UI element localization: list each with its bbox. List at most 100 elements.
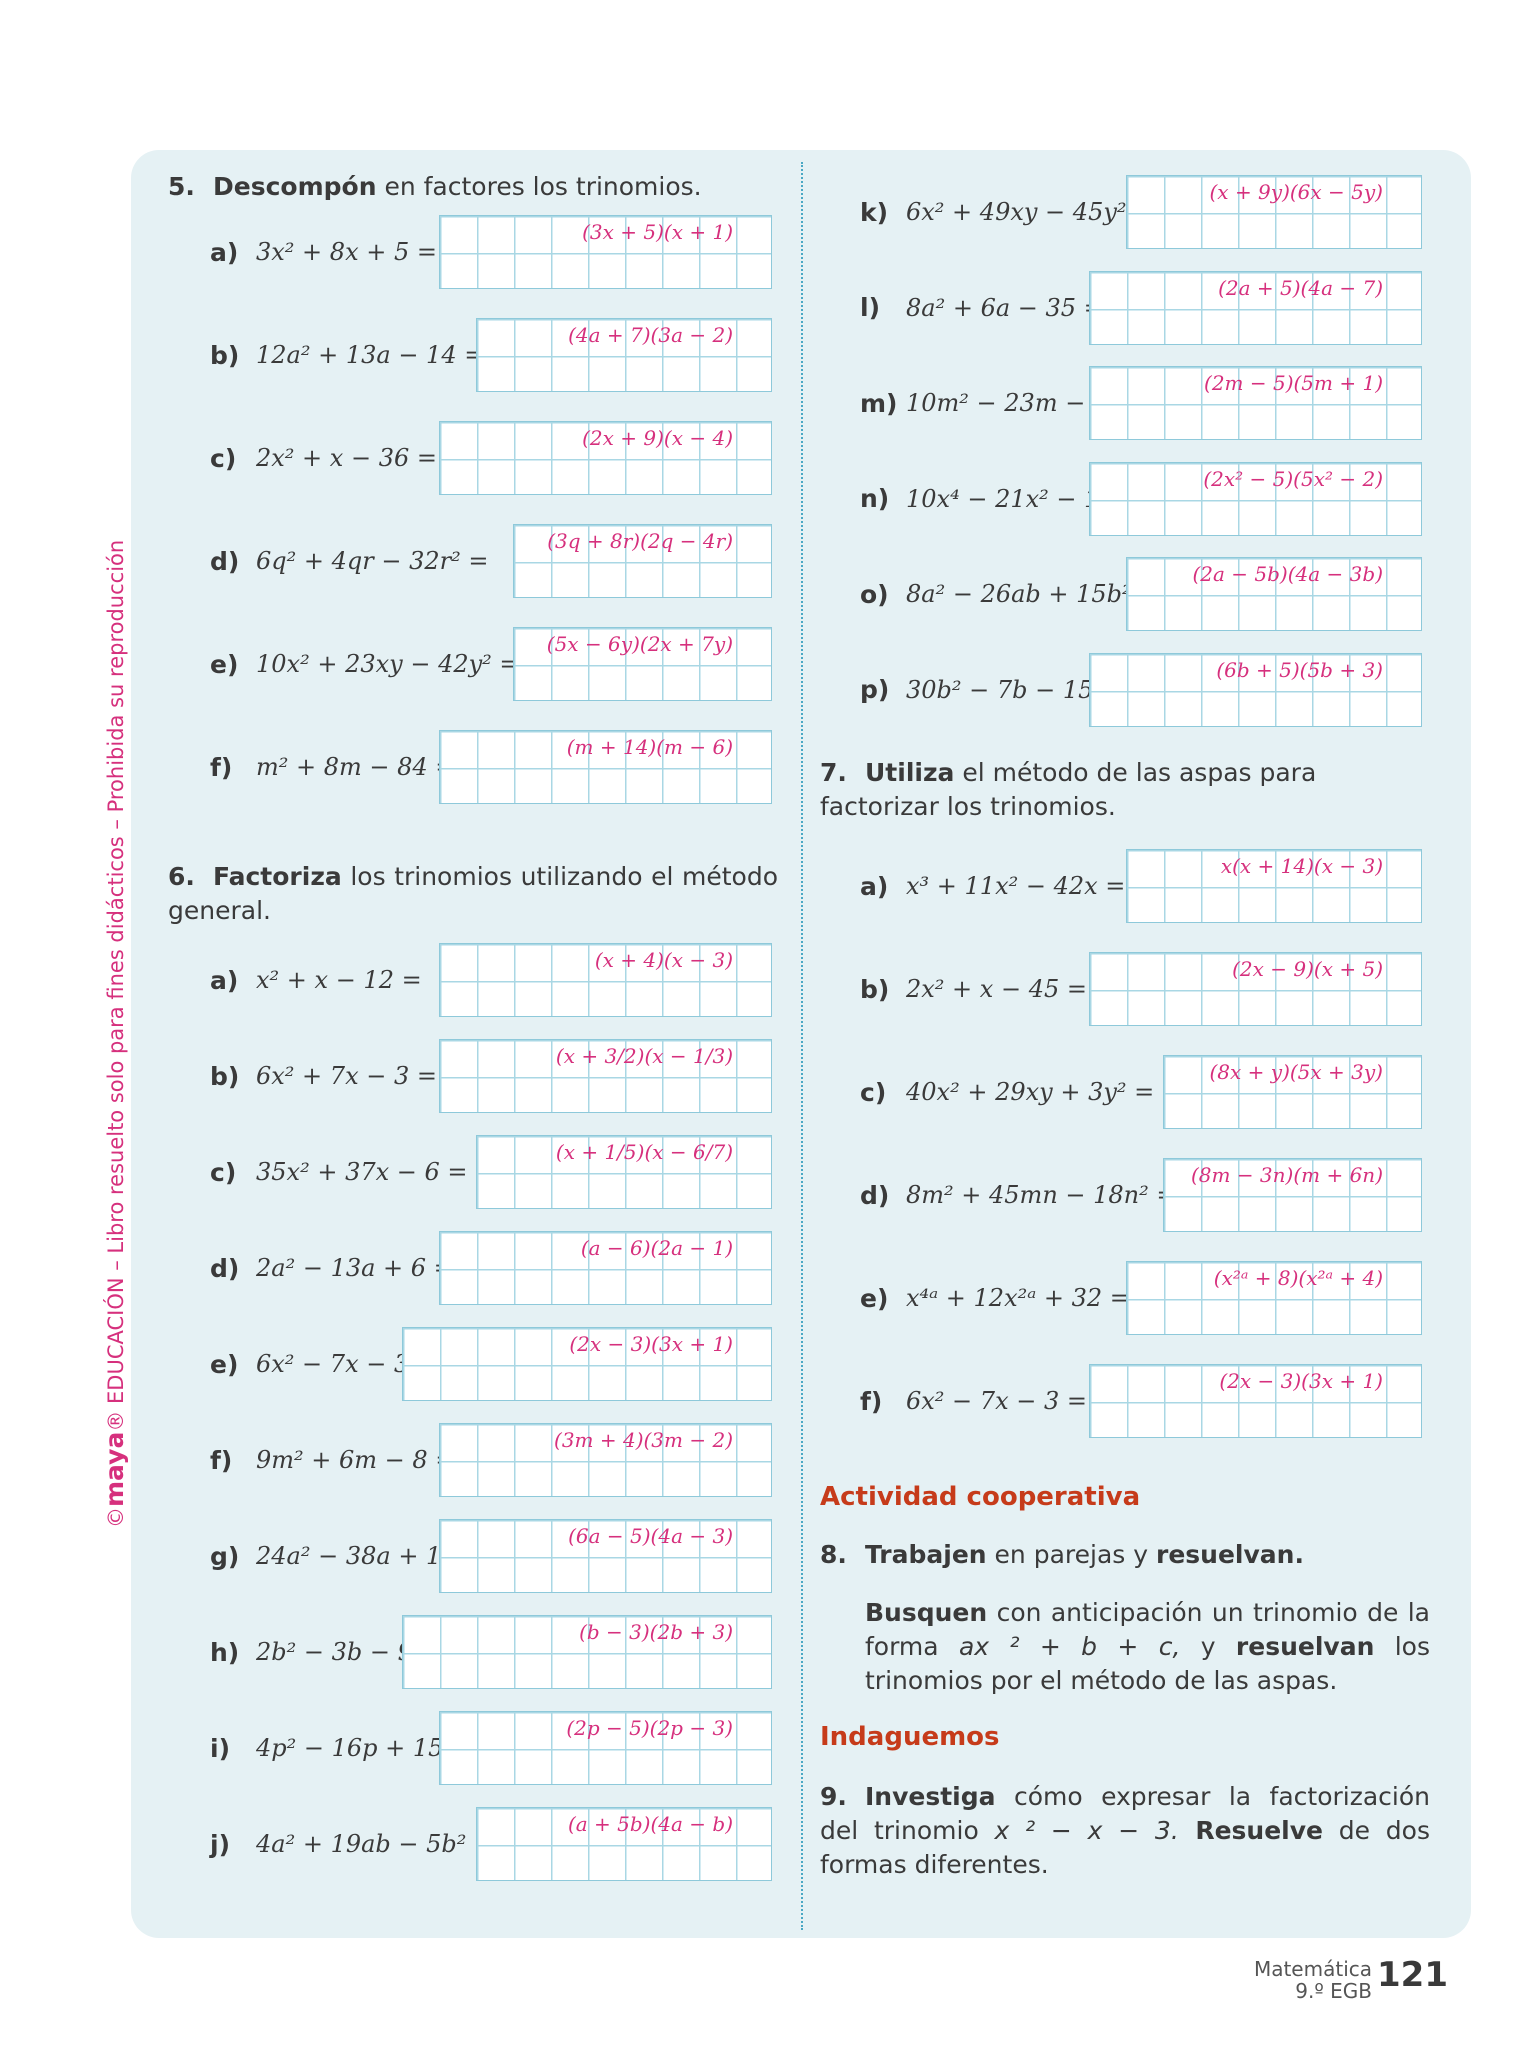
column-divider [801, 162, 803, 1930]
answer-grid[interactable]: (6a − 5)(4a − 3) [439, 1519, 772, 1593]
exercise-label: m) [860, 388, 898, 418]
exercise-label: c) [210, 1157, 237, 1187]
answer-text: (2m − 5)(5m + 1) [1204, 371, 1383, 395]
answer-grid[interactable]: (2x − 3)(3x + 1) [1089, 1364, 1422, 1438]
answer-grid[interactable]: (b − 3)(2b + 3) [402, 1615, 772, 1689]
exercise-row: g) 24a² − 38a + 15 = (6a − 5)(4a − 3) [210, 1518, 772, 1594]
exercise-label: c) [210, 443, 237, 473]
answer-grid[interactable]: (x + 3/2)(x − 1/3) [439, 1039, 772, 1113]
exercise-row: d) 2a² − 13a + 6 = (a − 6)(2a − 1) [210, 1230, 772, 1306]
exercise-label: o) [860, 579, 889, 609]
answer-grid[interactable]: (2x − 3)(3x + 1) [402, 1327, 772, 1401]
exercise-row: h) 2b² − 3b − 9 = (b − 3)(2b + 3) [210, 1614, 772, 1690]
answer-grid[interactable]: (8x + y)(5x + 3y) [1163, 1055, 1422, 1129]
exercise-label: e) [860, 1283, 889, 1313]
exercise-row: b) 12a² + 13a − 14 = (4a + 7)(3a − 2) [210, 317, 772, 393]
exercise-row: a) x² + x − 12 = (x + 4)(x − 3) [210, 942, 772, 1018]
answer-grid[interactable]: (3m + 4)(3m − 2) [439, 1423, 772, 1497]
exercise-expression: 2x² + x − 36 = [256, 444, 437, 472]
exercise-label: k) [860, 197, 889, 227]
answer-text: (3x + 5)(x + 1) [582, 220, 733, 244]
exercise-label: b) [860, 974, 890, 1004]
answer-grid[interactable]: (2a − 5b)(4a − 3b) [1126, 557, 1422, 631]
exercise-label: d) [210, 1253, 240, 1283]
answer-grid[interactable]: (x + 4)(x − 3) [439, 943, 772, 1017]
exercise-label: b) [210, 1061, 240, 1091]
answer-grid[interactable]: (a − 6)(2a − 1) [439, 1231, 772, 1305]
exercise-expression: 6x² + 7x − 3 = [256, 1062, 437, 1090]
exercise-expression: 4a² + 19ab − 5b² = [256, 1830, 495, 1858]
exercise-expression: 40x² + 29xy + 3y² = [906, 1078, 1155, 1106]
question-6-heading: 6. Factoriza los trinomios utilizando el … [168, 862, 778, 925]
answer-grid[interactable]: (3x + 5)(x + 1) [439, 215, 772, 289]
answer-text: (m + 14)(m − 6) [566, 735, 733, 759]
exercise-row: f) 6x² − 7x − 3 = (2x − 3)(3x + 1) [860, 1363, 1422, 1439]
exercise-label: l) [860, 293, 880, 322]
answer-text: (b − 3)(2b + 3) [579, 1620, 733, 1644]
exercise-expression: 6x² − 7x − 3 = [906, 1387, 1087, 1415]
exercise-row: e) x⁴ᵃ + 12x²ᵃ + 32 = (x²ᵃ + 8)(x²ᵃ + 4) [860, 1260, 1422, 1336]
page-number: 121 [1377, 1955, 1448, 1995]
exercise-expression: m² + 8m − 84 = [256, 753, 456, 781]
exercise-expression: 8m² + 45mn − 18n² = [906, 1181, 1177, 1209]
question-5-heading: 5. Descompón en factores los trinomios. [168, 172, 702, 201]
exercise-row: f) 9m² + 6m − 8 = (3m + 4)(3m − 2) [210, 1422, 772, 1498]
exercise-expression: 2x² + x − 45 = [906, 975, 1087, 1003]
answer-grid[interactable]: (x + 1/5)(x − 6/7) [476, 1135, 772, 1209]
exercise-row: b) 2x² + x − 45 = (2x − 9)(x + 5) [860, 951, 1422, 1027]
exercise-row: o) 8a² − 26ab + 15b² = (2a − 5b)(4a − 3b) [860, 556, 1422, 632]
answer-text: (2x² − 5)(5x² − 2) [1203, 466, 1383, 491]
answer-grid[interactable]: (2m − 5)(5m + 1) [1089, 366, 1422, 440]
exercise-expression: 35x² + 37x − 6 = [256, 1158, 468, 1186]
exercise-label: e) [210, 1349, 239, 1379]
answer-grid[interactable]: (5x − 6y)(2x + 7y) [513, 627, 772, 701]
answer-text: (3m + 4)(3m − 2) [554, 1428, 733, 1452]
exercise-expression: x² + x − 12 = [256, 966, 422, 994]
answer-grid[interactable]: (2a + 5)(4a − 7) [1089, 270, 1422, 345]
answer-grid[interactable]: (2x + 9)(x − 4) [439, 421, 772, 495]
section-title-inquire: Indaguemos [820, 1722, 1000, 1752]
answer-grid[interactable]: (a + 5b)(4a − b) [476, 1807, 772, 1881]
exercise-label: j) [210, 1829, 230, 1859]
exercise-expression: 3x² + 8x + 5 = [256, 238, 437, 266]
answer-text: (2a − 5b)(4a − 3b) [1192, 562, 1383, 586]
answer-text: (x + 3/2)(x − 1/3) [555, 1044, 733, 1068]
answer-grid[interactable]: (2p − 5)(2p − 3) [439, 1711, 772, 1785]
exercise-row: l) 8a² + 6a − 35 = (2a + 5)(4a − 7) [860, 270, 1422, 346]
answer-grid[interactable]: (6b + 5)(5b + 3) [1089, 652, 1422, 727]
exercise-label: f) [210, 1445, 233, 1475]
exercise-expression: 10x² + 23xy − 42y² = [256, 650, 520, 678]
answer-text: (3q + 8r)(2q − 4r) [547, 529, 733, 553]
answer-text: (8x + y)(5x + 3y) [1209, 1060, 1384, 1084]
answer-grid[interactable]: (3q + 8r)(2q − 4r) [513, 524, 772, 598]
question-8-paragraph: Busquen con anticipación un trinomio de … [865, 1598, 1431, 1695]
exercise-label: p) [860, 675, 890, 704]
answer-text: x(x + 14)(x − 3) [1220, 854, 1383, 878]
answer-grid[interactable]: (x + 9y)(6x − 5y) [1126, 175, 1422, 249]
exercise-label: a) [210, 965, 239, 995]
exercise-expression: 12a² + 13a − 14 = [256, 341, 485, 369]
answer-text: (2a + 5)(4a − 7) [1218, 275, 1383, 300]
answer-grid[interactable]: x(x + 14)(x − 3) [1126, 849, 1422, 923]
answer-text: (a + 5b)(4a − b) [567, 1812, 733, 1836]
exercise-row: e) 6x² − 7x − 3 = (2x − 3)(3x + 1) [210, 1326, 772, 1402]
exercise-row: b) 6x² + 7x − 3 = (x + 3/2)(x − 1/3) [210, 1038, 772, 1114]
answer-grid[interactable]: (2x − 9)(x + 5) [1089, 952, 1422, 1026]
exercise-label: n) [860, 484, 890, 513]
exercise-label: f) [860, 1386, 883, 1416]
exercise-row: c) 2x² + x − 36 = (2x + 9)(x − 4) [210, 420, 772, 496]
answer-text: (4a + 7)(3a − 2) [568, 323, 733, 347]
answer-grid[interactable]: (m + 14)(m − 6) [439, 730, 772, 804]
answer-grid[interactable]: (2x² − 5)(5x² − 2) [1089, 461, 1422, 536]
answer-text: (6b + 5)(5b + 3) [1216, 657, 1383, 682]
answer-grid[interactable]: (x²ᵃ + 8)(x²ᵃ + 4) [1126, 1261, 1422, 1335]
exercise-expression: 8a² + 6a − 35 = [906, 293, 1104, 322]
exercise-row: m) 10m² − 23m − 5 = (2m − 5)(5m + 1) [860, 365, 1422, 441]
exercise-row: f) m² + 8m − 84 = (m + 14)(m − 6) [210, 729, 772, 805]
exercise-label: f) [210, 752, 233, 782]
exercise-label: a) [210, 237, 239, 267]
exercise-row: a) x³ + 11x² − 42x = x(x + 14)(x − 3) [860, 848, 1422, 924]
exercise-label: b) [210, 340, 240, 370]
answer-grid[interactable]: (8m − 3n)(m + 6n) [1163, 1158, 1422, 1232]
answer-grid[interactable]: (4a + 7)(3a − 2) [476, 318, 772, 392]
